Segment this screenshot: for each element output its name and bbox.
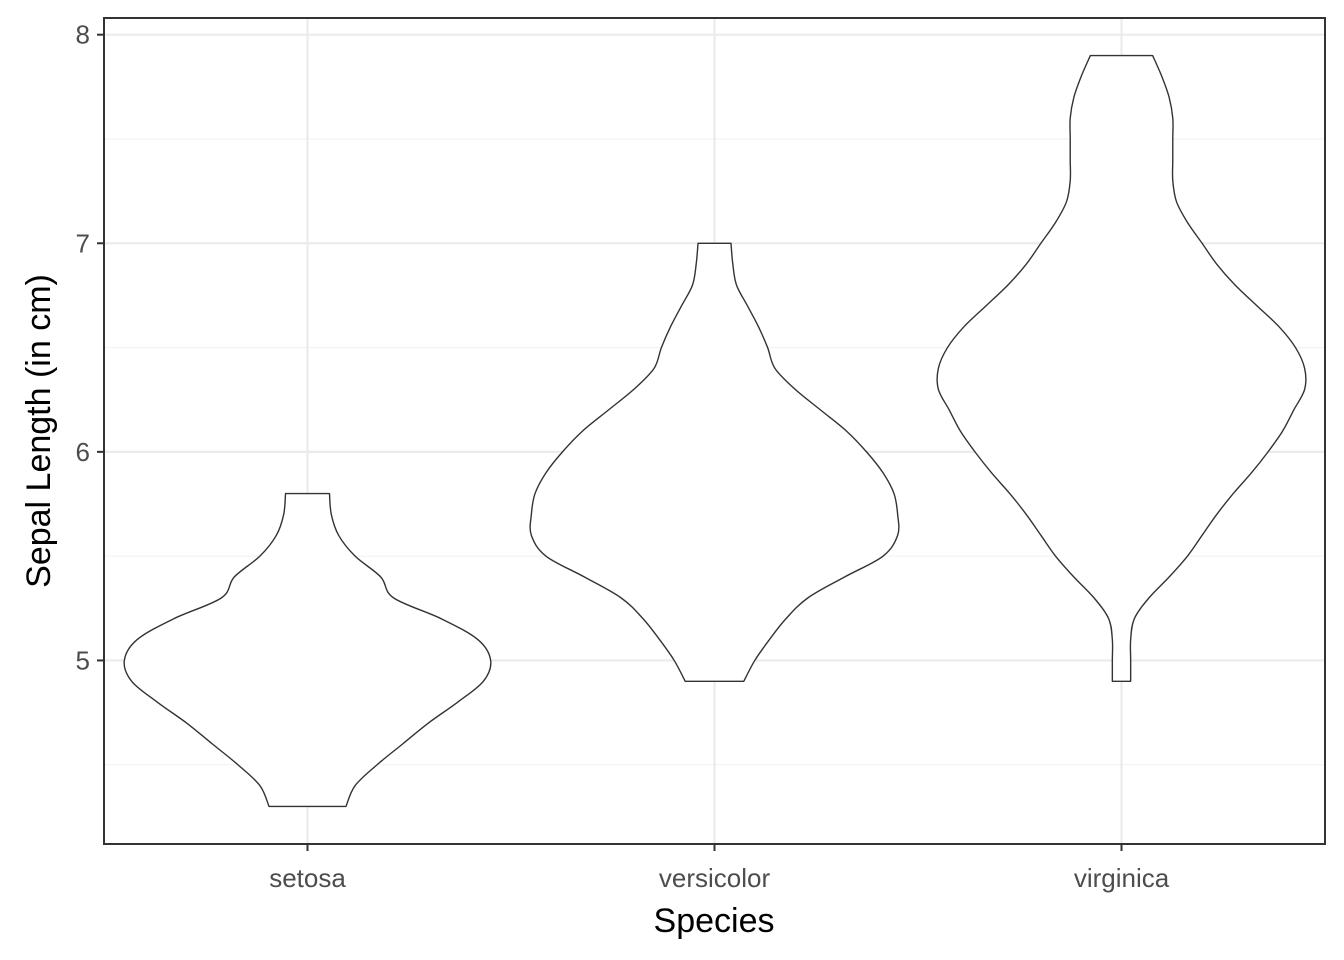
y-tick-label: 5 bbox=[76, 645, 90, 675]
y-tick-label: 6 bbox=[76, 437, 90, 467]
x-tick-label: versicolor bbox=[659, 863, 771, 893]
violin-setosa bbox=[123, 492, 492, 808]
violin-virginica bbox=[936, 54, 1307, 682]
y-tick-label: 7 bbox=[76, 228, 90, 258]
y-tick-labels: 5 6 7 8 bbox=[76, 20, 90, 676]
x-tick-label: virginica bbox=[1074, 863, 1170, 893]
x-tick-label: setosa bbox=[269, 863, 346, 893]
violins bbox=[123, 54, 1307, 808]
y-tick-label: 8 bbox=[76, 20, 90, 50]
violin-versicolor bbox=[529, 242, 900, 682]
x-axis-title: Species bbox=[654, 902, 775, 940]
y-axis-title: Sepal Length (in cm) bbox=[20, 274, 58, 588]
x-tick-labels: setosa versicolor virginica bbox=[269, 863, 1170, 893]
axis-ticks bbox=[97, 33, 1123, 851]
